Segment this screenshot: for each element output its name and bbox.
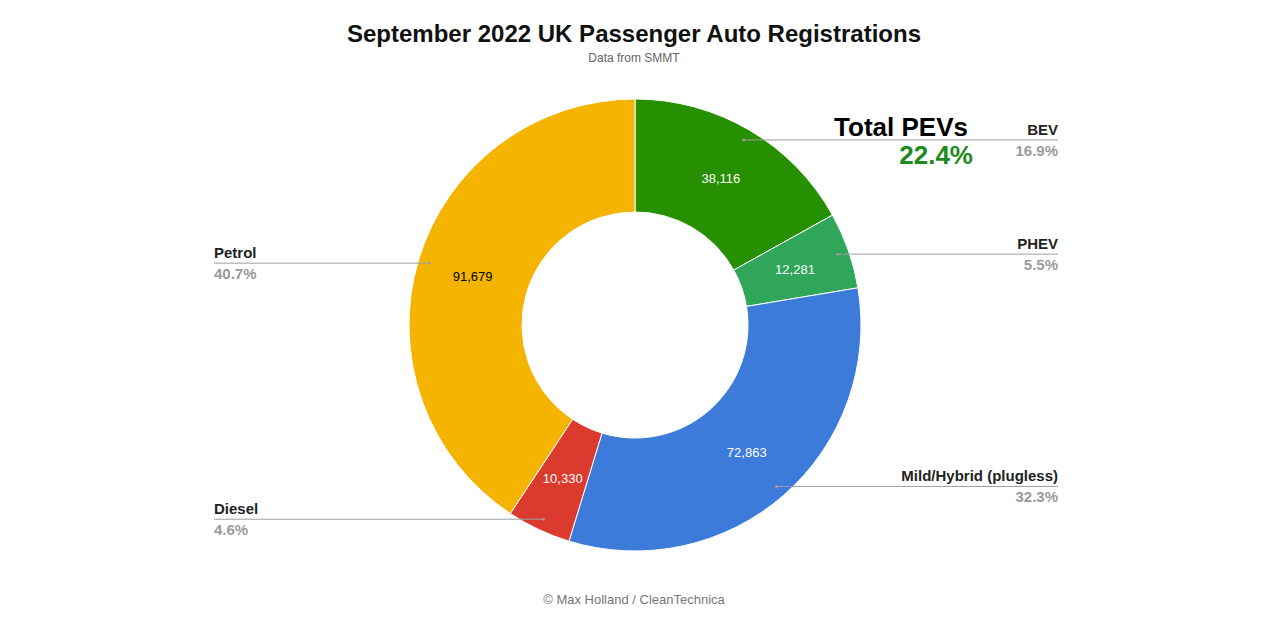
category-label: BEV (1027, 121, 1058, 138)
value-label: 10,330 (543, 471, 583, 486)
labels: 38,116 BEV 16.9% 12,281 PHEV 5.5% 72,863 Mild/H… (214, 121, 1058, 538)
leader-dot (775, 485, 778, 488)
leader-dot (836, 253, 839, 256)
subtitle: Data from SMMT (588, 51, 680, 65)
leader-line (838, 254, 1058, 255)
share-label: 40.7% (214, 265, 257, 282)
category-label: Petrol (214, 244, 257, 261)
share-label: 16.9% (1015, 142, 1058, 159)
leader-line (214, 263, 429, 264)
category-label: Diesel (214, 500, 258, 517)
value-label: 12,281 (775, 262, 815, 277)
slice (569, 288, 861, 551)
leader-line (777, 486, 1058, 487)
leader-dot (742, 138, 745, 141)
share-label: 5.5% (1024, 256, 1058, 273)
annotation-value: 22.4% (899, 140, 973, 170)
slice (409, 99, 635, 513)
background (0, 0, 1280, 631)
category-label: Mild/Hybrid (plugless) (901, 467, 1058, 484)
leader-dot (542, 518, 545, 521)
leader-dot (428, 262, 431, 265)
share-label: 4.6% (214, 521, 248, 538)
category-label: PHEV (1017, 235, 1058, 252)
title: September 2022 UK Passenger Auto Registr… (347, 20, 921, 47)
annotations: Total PEVs22.4% (834, 112, 973, 170)
value-label: 72,863 (727, 445, 767, 460)
annotation-text: Total PEVs (834, 112, 968, 142)
chart: September 2022 UK Passenger Auto Registr… (0, 0, 1280, 631)
credit: © Max Holland / CleanTechnica (543, 592, 725, 607)
value-label: 38,116 (702, 171, 741, 186)
share-label: 32.3% (1015, 488, 1058, 505)
value-label: 91,679 (453, 269, 493, 284)
leader-line (214, 519, 543, 520)
slices (409, 99, 861, 551)
